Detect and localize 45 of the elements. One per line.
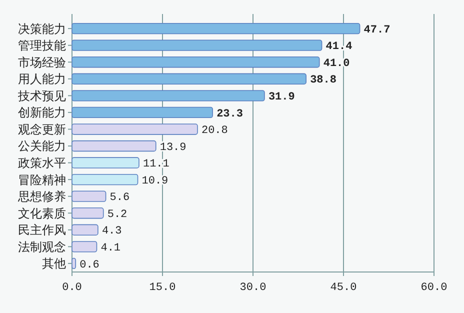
data-label: 38.8 [310, 74, 337, 87]
bar [72, 90, 265, 102]
bar [72, 140, 156, 152]
y-tick-label: 政策水平 [18, 156, 66, 170]
bar [72, 157, 140, 168]
bar [72, 73, 306, 84]
bar [72, 241, 98, 252]
y-tick-label: 观念更新 [18, 122, 66, 136]
bar [72, 56, 320, 68]
y-tick-label: 管理技能 [18, 38, 66, 53]
data-label: 20.8 [201, 125, 228, 138]
data-label: 0.6 [80, 259, 100, 272]
data-label: 5.6 [110, 192, 130, 204]
bar [72, 124, 198, 135]
bar [72, 174, 138, 186]
y-tick-label: 用人能力 [18, 72, 66, 86]
data-label: 5.2 [107, 208, 128, 221]
x-tick-label: 30.0 [240, 282, 266, 294]
y-tick-label: 民主作风 [18, 223, 66, 238]
bar [72, 224, 98, 236]
y-tick-label: 法制观念 [18, 240, 66, 254]
x-tick-label: 15.0 [149, 282, 176, 294]
y-tick-label: 其他 [42, 256, 66, 271]
data-label: 4.3 [102, 226, 122, 238]
bar [72, 190, 106, 202]
x-tick-label: 60.0 [420, 282, 448, 294]
y-tick-label: 公关能力 [18, 139, 66, 154]
data-label: 4.1 [100, 242, 121, 255]
y-tick-label: 创新能力 [18, 106, 66, 120]
x-tick-label: 0.0 [62, 282, 82, 294]
data-label: 23.3 [216, 108, 244, 120]
bar [72, 22, 360, 34]
bar [72, 258, 76, 270]
bar [72, 40, 322, 51]
data-label: 31.9 [268, 92, 295, 104]
bar [72, 208, 104, 219]
bar [72, 106, 213, 118]
x-tick-label: 45.0 [330, 282, 357, 294]
y-tick-label: 市场经验 [18, 55, 66, 70]
y-tick-label: 技术预见 [17, 88, 66, 103]
y-tick-label: 文化素质 [18, 206, 66, 220]
y-tick-label: 决策能力 [18, 22, 66, 36]
data-label: 47.7 [364, 24, 390, 36]
y-tick-label: 冒险精神 [18, 172, 66, 187]
y-tick-label: 思想修养 [17, 190, 66, 204]
